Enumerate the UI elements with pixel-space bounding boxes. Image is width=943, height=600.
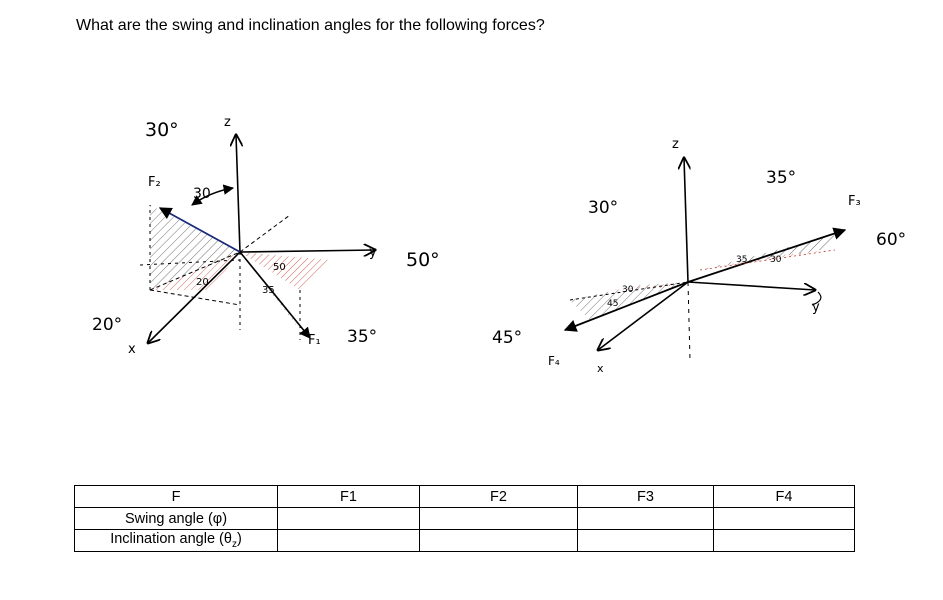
f4-plane-hatch [570, 282, 688, 320]
f4-label: F₄ [548, 354, 560, 368]
f1-plane-hatch [240, 252, 330, 290]
angle-45-inner: 45 [607, 299, 618, 309]
header-f4: F4 [713, 485, 855, 508]
header-f: F [74, 485, 278, 508]
angle-30b-inner: 30 [770, 255, 782, 265]
angle-35-inner: 35 [262, 285, 275, 296]
angle-50-inner: 50 [273, 262, 286, 273]
incl-f1-cell[interactable] [277, 529, 420, 552]
angle-30: 30° [588, 198, 618, 218]
swing-f1-cell[interactable] [277, 507, 420, 530]
incl-f2-cell[interactable] [419, 529, 578, 552]
header-f3: F3 [577, 485, 714, 508]
incl-f3-cell[interactable] [577, 529, 714, 552]
angle-45: 45° [492, 328, 522, 348]
inclination-angle-label: Inclination angle (θz) [74, 529, 278, 552]
left-x-label: x [128, 342, 136, 357]
right-y-axis [687, 281, 815, 290]
swing-f3-cell[interactable] [577, 507, 714, 530]
swing-f4-cell[interactable] [713, 507, 855, 530]
angle-60: 60° [876, 230, 906, 250]
right-figure: z y x F₄ F₃ 30° 45° 35° 60° 30 45 35 30 [492, 137, 906, 375]
f4-vector [563, 281, 689, 332]
angle-35: 35° [347, 327, 377, 347]
angle-30-inner-right: 30 [622, 285, 634, 295]
table-header-row: F F1 F2 F3 F4 [74, 485, 855, 508]
header-f2: F2 [419, 485, 578, 508]
answer-table: F F1 F2 F3 F4 Swing angle (φ) Inclinatio… [74, 485, 855, 552]
swing-f2-cell[interactable] [419, 507, 578, 530]
left-figure: z y x F₂ F₁ 30° 30 20 50 35 50° 20° 35° [92, 115, 440, 357]
table-row-swing: Swing angle (φ) [74, 507, 855, 530]
question-text: What are the swing and inclination angle… [76, 17, 545, 34]
f2-label: F₂ [148, 175, 161, 190]
left-y-axis [239, 250, 375, 252]
left-z-label: z [224, 115, 231, 130]
right-x-label: x [597, 362, 604, 375]
header-f1: F1 [277, 485, 420, 508]
angle-20: 20° [92, 315, 122, 335]
left-y-label: y [369, 245, 377, 260]
right-x-axis [598, 281, 689, 350]
force-diagrams: z y x F₂ F₁ 30° 30 20 50 35 50° 20° 35° … [92, 115, 906, 375]
right-z-label: z [672, 137, 679, 152]
angle-35-right: 35° [766, 168, 796, 188]
right-z-axis [684, 158, 688, 283]
incl-f4-cell[interactable] [713, 529, 855, 552]
right-y-label: y [812, 300, 820, 315]
f2-plane-hatch [150, 205, 240, 290]
f3-vector [687, 227, 847, 283]
f3-label: F₃ [848, 194, 861, 209]
angle-20-inner: 20 [196, 277, 209, 288]
angle-30-top: 30° [145, 119, 179, 141]
f1-label: F₁ [308, 333, 321, 348]
table-row-inclination: Inclination angle (θz) [74, 529, 855, 552]
angle-50: 50° [406, 249, 440, 271]
angle-35-inner-right: 35 [736, 255, 747, 265]
swing-angle-label: Swing angle (φ) [74, 507, 278, 530]
left-z-axis [236, 135, 240, 253]
angle-30-inner: 30 [193, 186, 211, 202]
f1-vector [239, 251, 311, 339]
f2-vector [158, 207, 241, 253]
